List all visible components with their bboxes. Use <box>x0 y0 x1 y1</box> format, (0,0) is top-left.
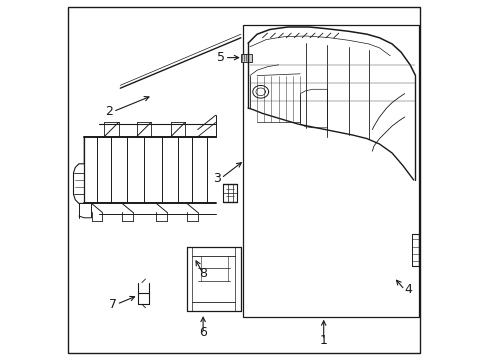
Text: 5: 5 <box>216 51 224 64</box>
Text: 3: 3 <box>213 172 221 185</box>
Text: 1: 1 <box>319 334 327 347</box>
Text: 8: 8 <box>199 267 207 280</box>
Text: 2: 2 <box>105 105 113 118</box>
Text: 7: 7 <box>108 298 117 311</box>
Bar <box>242 25 418 317</box>
Bar <box>240 54 251 62</box>
Text: 6: 6 <box>199 327 206 339</box>
Text: 4: 4 <box>404 283 412 296</box>
